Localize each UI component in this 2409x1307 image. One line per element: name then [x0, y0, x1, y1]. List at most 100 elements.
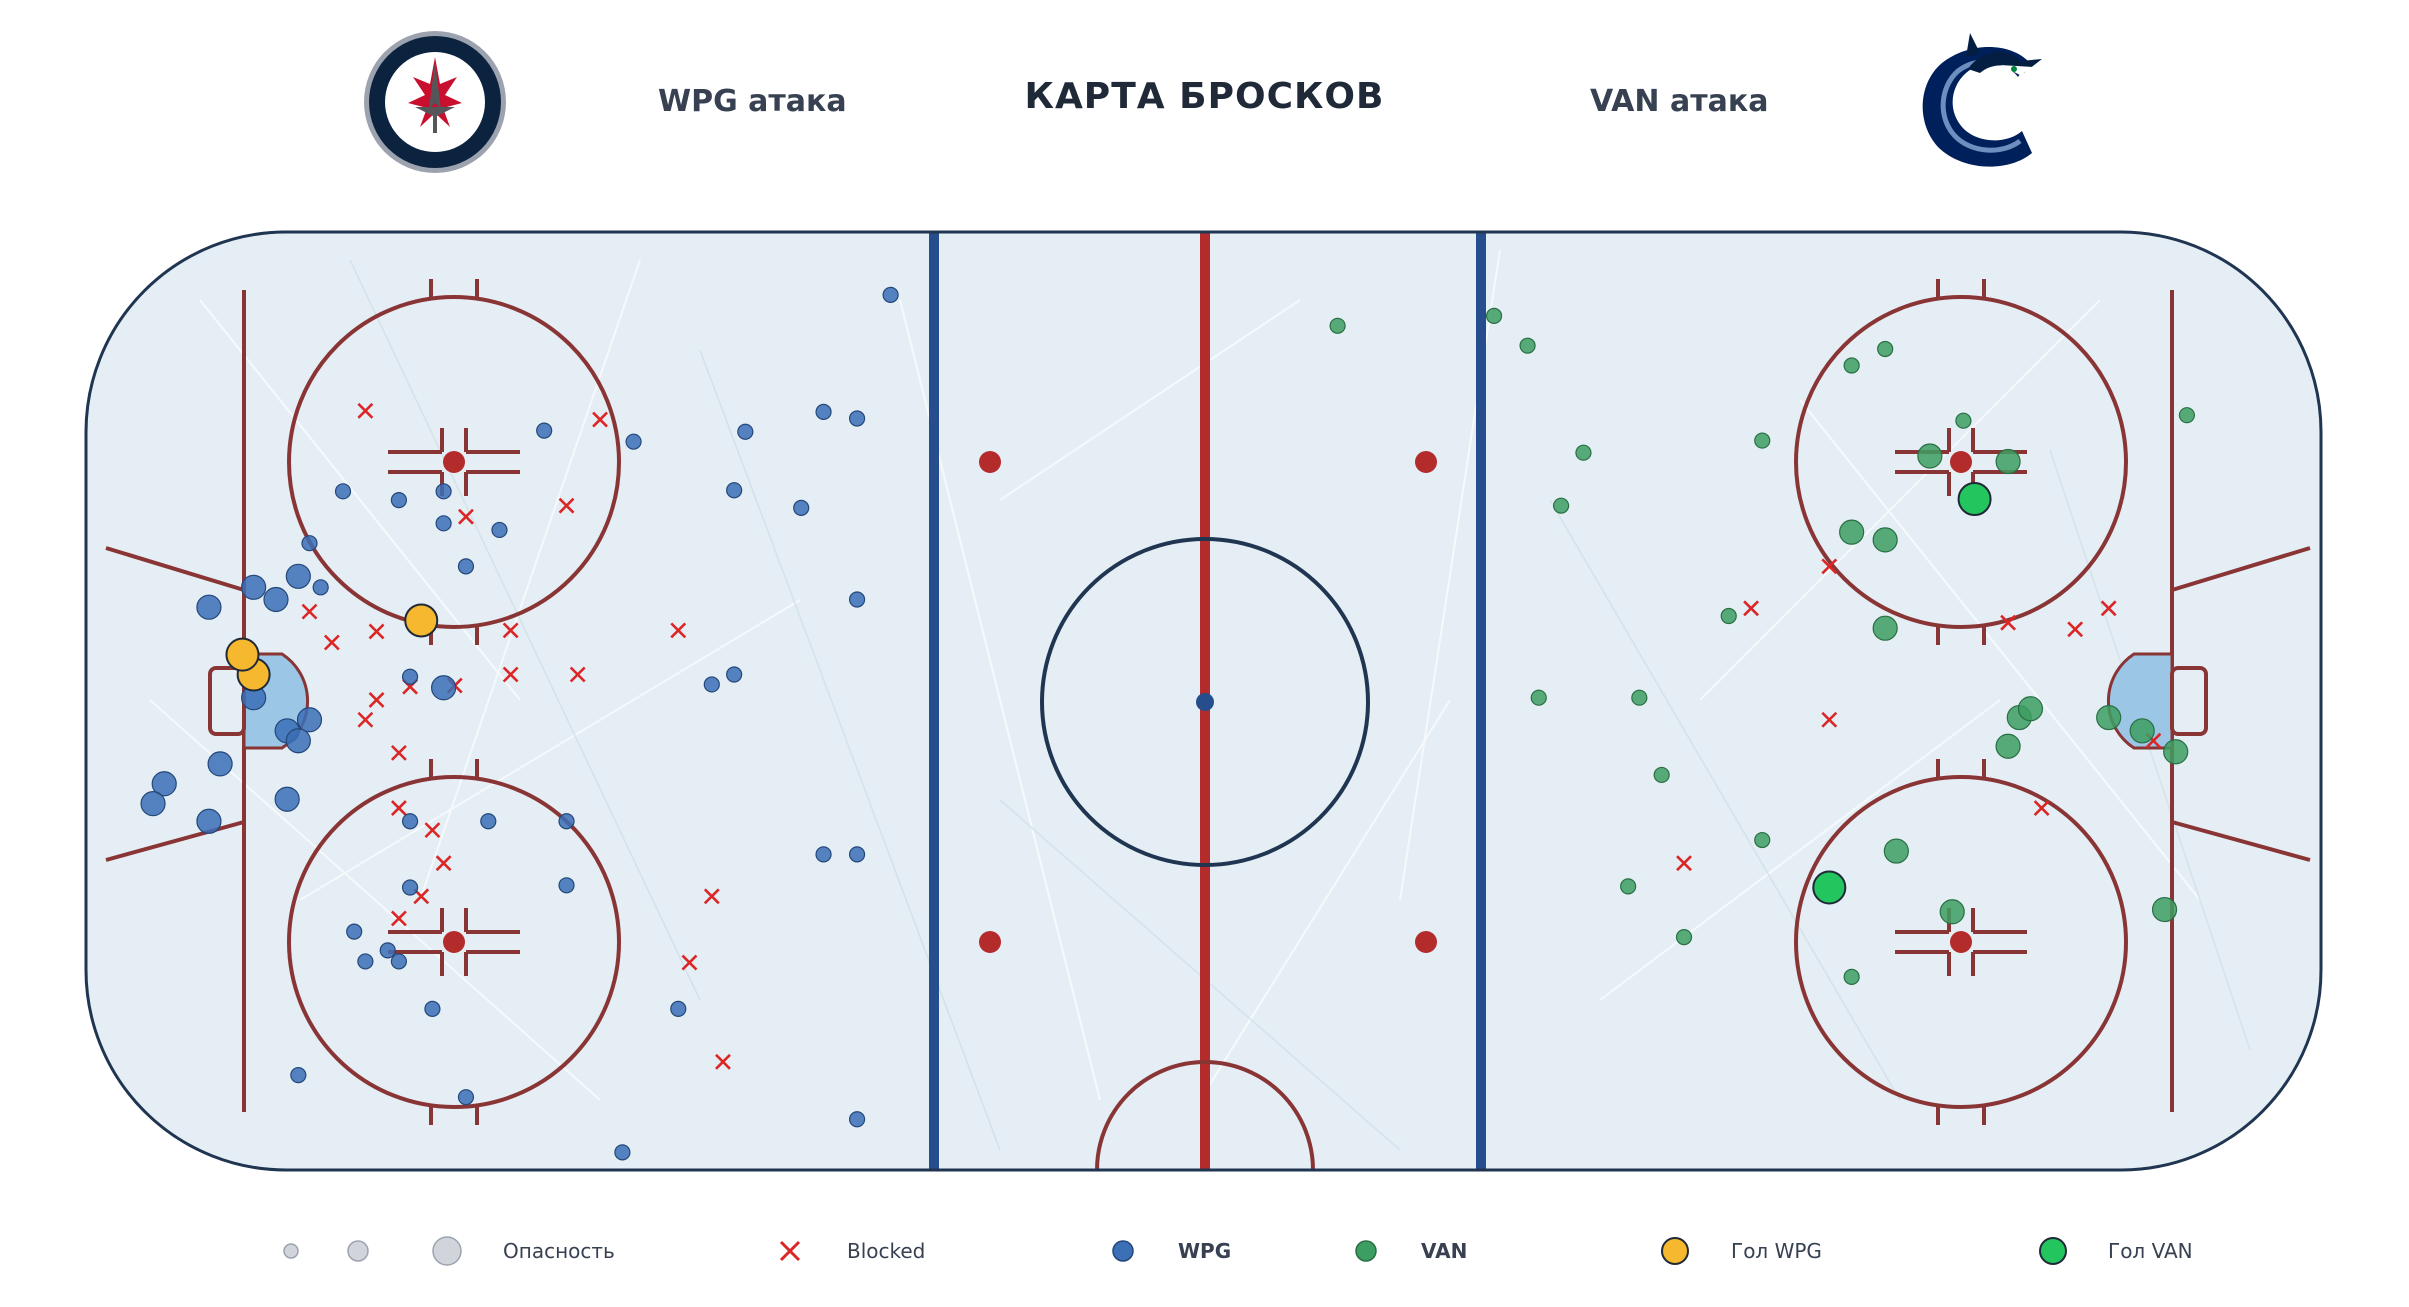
van-shot-point [2178, 407, 2195, 424]
left-blue-line [929, 232, 939, 1170]
van-shot-point [1995, 448, 2021, 475]
wpg-shot-point [703, 676, 720, 693]
wpg-shot-point [848, 410, 866, 427]
wpg-shot-point [241, 574, 267, 600]
wpg-shot-point [207, 751, 233, 777]
wpg-shot-point [196, 594, 222, 620]
wpg-shot-point [848, 591, 866, 608]
wpg-shot-point [435, 483, 452, 500]
wpg-shot-point [726, 666, 743, 683]
legend-danger-small [283, 1243, 299, 1259]
van-shot-point [1917, 443, 1943, 469]
blocked-shot-mark [592, 411, 608, 428]
faceoff-dot [1950, 931, 1972, 953]
wpg-shot-point [815, 403, 832, 420]
blocked-shot-mark [569, 666, 586, 683]
van-shot-point [1653, 766, 1670, 784]
wpg-shot-point [848, 1111, 866, 1128]
van-shot-point [2129, 718, 2155, 744]
wpg-shot-point [285, 563, 311, 589]
wpg-shot-point [435, 515, 452, 532]
blocked-shot-mark [390, 910, 407, 927]
wpg-shot-point [301, 535, 318, 552]
blocked-shot-mark [390, 744, 407, 761]
blocked-shot-mark [1676, 855, 1692, 872]
van-shot-point [1839, 519, 1865, 545]
faceoff-circle [287, 759, 621, 1125]
wpg-shot-point [357, 953, 374, 970]
van-shot-point [1995, 733, 2021, 759]
legend-blocked-icon [779, 1240, 801, 1262]
blocked-shot-mark [558, 497, 575, 514]
blocked-shot-mark [502, 666, 519, 683]
van-shot-point [1519, 337, 1536, 354]
blocked-shot-mark [301, 603, 318, 620]
van-goal-point [1957, 482, 1992, 517]
wpg-shot-point [793, 499, 810, 516]
van-shot-point [1877, 340, 1894, 358]
blocked-shot-mark [368, 691, 385, 708]
wpg-shot-point [614, 1144, 631, 1161]
blocked-shot-mark [703, 888, 720, 905]
legend-van-goal-dot [2039, 1237, 2067, 1265]
blocked-shot-mark [458, 508, 474, 525]
wpg-shot-point [263, 586, 289, 613]
wpg-shot-point [401, 668, 419, 685]
van-shot-point [1620, 878, 1637, 895]
wpg-shot-point [491, 521, 508, 539]
van-attack-label: VAN атака [1590, 84, 1769, 119]
blocked-shot-mark [2067, 621, 2084, 638]
legend-label: VAN [1421, 1239, 1467, 1263]
legend-danger-large [432, 1236, 462, 1266]
faceoff-circles [287, 279, 2128, 1125]
wpg-shot-point [401, 813, 419, 830]
wpg-shot-point [431, 675, 457, 701]
faceoff-dot [1950, 451, 1972, 473]
wpg-shot-point [346, 923, 363, 940]
legend-wpg-goal-dot [1661, 1237, 1689, 1265]
blocked-shot-mark [1821, 711, 1838, 728]
van-shot-point [1329, 317, 1346, 334]
blocked-shot-mark [323, 634, 340, 651]
wpg-attack-label: WPG атака [658, 84, 847, 119]
winnipeg-jets-logo [364, 31, 506, 173]
wpg-shot-point [480, 813, 497, 830]
wpg-shot-point [558, 813, 575, 830]
legend-label: Гол WPG [1731, 1239, 1822, 1263]
wpg-shot-point [737, 423, 754, 440]
blocked-shot-mark [715, 1053, 731, 1070]
blocked-shot-mark [357, 402, 374, 419]
blocked-shot-mark [435, 855, 452, 872]
van-goal-point [1812, 870, 1847, 905]
legend-danger-medium [347, 1240, 369, 1262]
shot-marks [140, 286, 2195, 1161]
van-shot-point [1939, 899, 1965, 925]
wpg-shot-point [457, 558, 475, 575]
chart-title: КАРТА БРОСКОВ [1024, 76, 1385, 117]
van-shot-point [1872, 527, 1898, 553]
van-shot-point [1843, 357, 1860, 374]
legend-label: Гол VAN [2108, 1239, 2193, 1263]
van-shot-point [1530, 689, 1547, 706]
van-shot-point [2151, 896, 2178, 923]
wpg-shot-point [296, 707, 323, 733]
van-shot-point [2163, 739, 2189, 765]
blocked-shot-mark [681, 954, 698, 971]
van-shot-point [1552, 497, 1570, 514]
van-shot-point [1872, 615, 1898, 641]
wpg-shot-point [290, 1066, 307, 1084]
van-shot-point [2017, 696, 2044, 722]
vancouver-canucks-logo [1922, 33, 2042, 167]
legend-label: WPG [1178, 1239, 1231, 1263]
faceoff-dot [443, 451, 465, 473]
blocked-shot-mark [2033, 800, 2050, 816]
blocked-shot-mark [502, 622, 519, 639]
wpg-shot-point [558, 877, 575, 894]
van-shot-point [1575, 444, 1592, 461]
wpg-shot-point [536, 422, 553, 439]
legend: Опасность Blocked WPG VAN Гол WPG Гол VAN [283, 1236, 2193, 1266]
van-shot-point [1843, 968, 1860, 985]
legend-label: Опасность [503, 1239, 615, 1263]
blocked-shot-mark [2100, 600, 2117, 617]
